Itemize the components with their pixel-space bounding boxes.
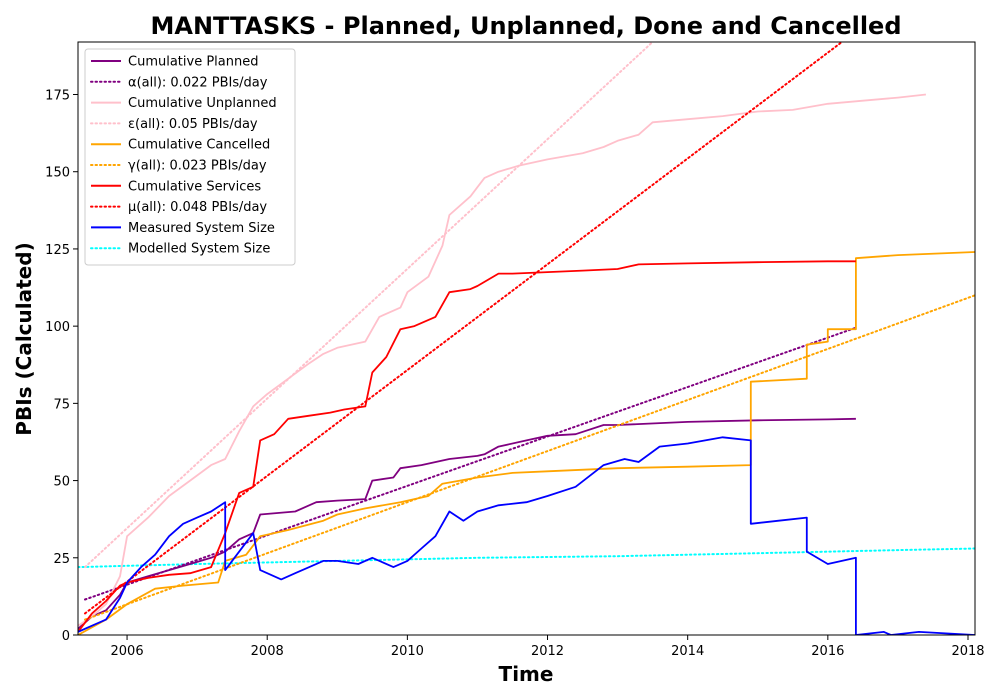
legend-frame	[84, 48, 296, 266]
series-modelled-system-size-line	[78, 547, 975, 569]
y-axis-label: PBIs (Calculated)	[12, 242, 36, 435]
legend-entry: Modelled System Size	[128, 242, 270, 257]
series-cumulative-services-line	[78, 260, 856, 633]
x-tick-label: 2018	[951, 644, 984, 659]
y-tick-label: 100	[45, 320, 70, 335]
series-cumulative-cancelled-line	[78, 251, 975, 635]
legend-entry: ε(all): 0.05 PBIs/day	[128, 117, 258, 132]
legend-entry: Cumulative Cancelled	[128, 138, 270, 153]
legend-entry: γ(all): 0.023 PBIs/day	[128, 159, 267, 174]
x-axis-label: Time	[499, 662, 554, 686]
y-tick-label: 150	[45, 166, 70, 181]
series-layer	[78, 42, 975, 635]
legend-entry: α(all): 0.022 PBIs/day	[128, 75, 268, 90]
y-tick-label: 0	[62, 629, 70, 644]
series-all-0-048-pbis-day-line	[84, 42, 843, 615]
x-tick-label: 2006	[111, 644, 144, 659]
series-measured-system-size-line	[78, 436, 975, 635]
y-tick-label: 175	[45, 89, 70, 104]
legend-entry: μ(all): 0.048 PBIs/day	[128, 200, 267, 215]
x-tick-label: 2016	[811, 644, 844, 659]
legend: Cumulative Planned α(all): 0.022 PBIs/day…	[84, 48, 296, 266]
series-cumulative-unplanned-line	[78, 93, 926, 627]
plot-frame	[77, 41, 976, 636]
y-tick-label: 75	[53, 397, 70, 412]
legend-entry: Cumulative Unplanned	[128, 96, 277, 111]
series-all-0-022-pbis-day-line	[84, 326, 857, 601]
x-axis: 2006 2008 2010 2012 2014 2016 2018	[111, 635, 985, 659]
legend-entry: Cumulative Services	[128, 179, 261, 194]
series-all-0-023-pbis-day-line	[84, 294, 975, 621]
x-tick-label: 2014	[671, 644, 704, 659]
x-tick-label: 2008	[251, 644, 284, 659]
x-tick-label: 2010	[391, 644, 424, 659]
legend-entry: Cumulative Planned	[128, 55, 258, 70]
y-axis: 0 25 50 75 100 125 150 175	[45, 89, 78, 644]
x-tick-label: 2012	[531, 644, 564, 659]
series-all-0-05-pbis-day-line	[84, 42, 654, 569]
y-tick-label: 25	[53, 552, 70, 567]
y-tick-label: 125	[45, 243, 70, 258]
y-tick-label: 50	[53, 475, 70, 490]
legend-entry: Measured System Size	[128, 221, 275, 236]
chart-title: MANTTASKS - Planned, Unplanned, Done and…	[150, 12, 901, 40]
